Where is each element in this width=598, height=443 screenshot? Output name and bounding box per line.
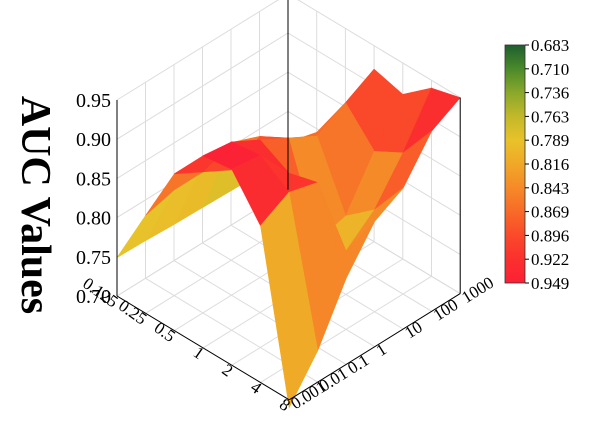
y-tick-label: 1000 <box>458 273 497 307</box>
colorbar-label: 0.710 <box>531 60 569 79</box>
y-tick-label: 0.1 <box>344 350 372 377</box>
x-tick-label: 0.5 <box>151 318 179 346</box>
surface-layer <box>116 68 461 409</box>
colorbar-gradient <box>504 44 526 284</box>
z-tick-label: 0.75 <box>76 247 111 269</box>
y-tick-label: 1 <box>373 339 390 360</box>
z-axis-label: AUC Values <box>12 96 58 314</box>
colorbar-label: 0.922 <box>531 250 569 269</box>
colorbar-label: 0.736 <box>531 84 569 103</box>
y-tick-label: 10 <box>401 317 425 342</box>
y-axis-line <box>288 293 461 401</box>
y-tick-label: 100 <box>430 295 462 325</box>
z-tick-label: 0.95 <box>76 90 111 112</box>
wall-gridline <box>297 0 461 99</box>
x-tick-label: 0.25 <box>115 296 150 329</box>
z-tick-label: 0.90 <box>76 129 111 151</box>
x-axis-line <box>116 295 290 401</box>
colorbar-label: 0.843 <box>531 179 569 198</box>
colorbar-label: 0.816 <box>531 155 569 174</box>
colorbar: 0.683 0.710 0.736 0.763 0.789 0.816 0.843 0.869… <box>504 36 569 293</box>
x-tick-label: 1 <box>190 343 208 363</box>
x-tick-label: 4 <box>247 377 265 398</box>
wall-gridline <box>116 0 279 101</box>
z-tick-label: 0.70 <box>76 286 111 308</box>
colorbar-label: 0.763 <box>531 107 569 126</box>
colorbar-label: 0.789 <box>531 131 569 150</box>
colorbar-label: 0.949 <box>531 274 569 293</box>
z-tick-label: 0.80 <box>76 208 111 230</box>
wall-gridline <box>116 71 289 179</box>
colorbar-label: 0.896 <box>531 226 569 245</box>
x-tick-label: 2 <box>219 360 237 380</box>
colorbar-label: 0.683 <box>531 36 569 55</box>
colorbar-label: 0.869 <box>531 203 569 222</box>
z-tick-label: 0.85 <box>76 168 111 190</box>
wall-gridline <box>116 32 289 140</box>
surface-patch <box>260 191 319 409</box>
